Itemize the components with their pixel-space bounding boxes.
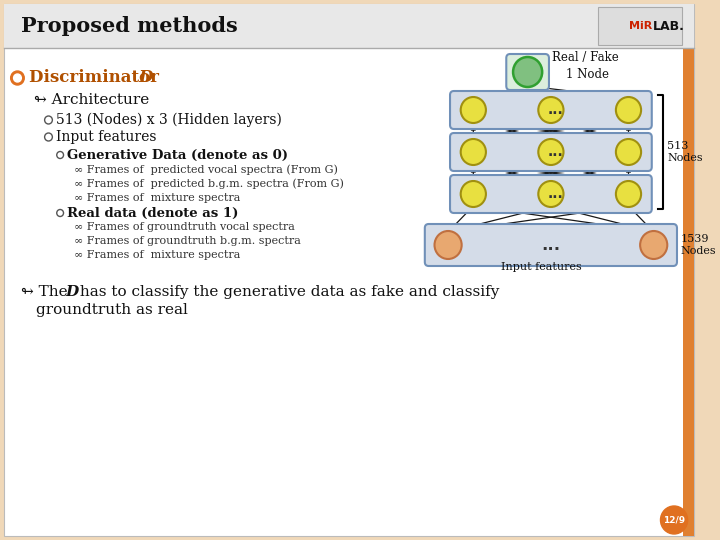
Circle shape (14, 74, 22, 82)
Text: D: D (139, 70, 153, 86)
FancyBboxPatch shape (683, 48, 695, 536)
FancyBboxPatch shape (425, 224, 677, 266)
Text: ...: ... (548, 103, 564, 117)
Circle shape (616, 139, 641, 165)
Text: ∞ Frames of groundtruth vocal spectra: ∞ Frames of groundtruth vocal spectra (73, 222, 294, 232)
Circle shape (513, 57, 542, 87)
Text: ...: ... (548, 145, 564, 159)
Circle shape (57, 152, 63, 159)
FancyBboxPatch shape (4, 4, 695, 48)
Text: ∞ Frames of  mixture spectra: ∞ Frames of mixture spectra (73, 193, 240, 203)
Text: has to classify the generative data as fake and classify: has to classify the generative data as f… (75, 285, 499, 299)
Circle shape (461, 97, 486, 123)
Text: Real data (denote as 1): Real data (denote as 1) (67, 206, 238, 219)
Text: 1 Node: 1 Node (567, 68, 609, 80)
FancyBboxPatch shape (598, 7, 682, 45)
Circle shape (660, 506, 688, 534)
Circle shape (539, 97, 564, 123)
Circle shape (616, 181, 641, 207)
Circle shape (45, 116, 53, 124)
Text: ↬ Architecture: ↬ Architecture (34, 93, 149, 107)
FancyBboxPatch shape (450, 91, 652, 129)
Circle shape (57, 210, 63, 217)
Text: ...: ... (541, 236, 560, 254)
Text: MiR: MiR (629, 21, 652, 31)
Text: groundtruth as real: groundtruth as real (36, 303, 188, 317)
Circle shape (539, 139, 564, 165)
FancyBboxPatch shape (4, 4, 695, 536)
Text: Input features: Input features (501, 262, 582, 272)
Circle shape (539, 181, 564, 207)
FancyBboxPatch shape (506, 54, 549, 90)
Circle shape (434, 231, 462, 259)
Circle shape (45, 133, 53, 141)
Text: LAB.: LAB. (653, 19, 685, 32)
Text: 1539
Nodes: 1539 Nodes (681, 234, 716, 256)
Circle shape (461, 139, 486, 165)
Text: ∞ Frames of  mixture spectra: ∞ Frames of mixture spectra (73, 250, 240, 260)
Text: D: D (65, 285, 78, 299)
Text: ∞ Frames of  predicted vocal spectra (From G): ∞ Frames of predicted vocal spectra (Fro… (73, 165, 338, 176)
Text: 513 (Nodes) x 3 (Hidden layers): 513 (Nodes) x 3 (Hidden layers) (56, 113, 282, 127)
Text: Input features: Input features (56, 130, 157, 144)
FancyBboxPatch shape (450, 133, 652, 171)
Text: ...: ... (548, 187, 564, 201)
Text: 12/9: 12/9 (663, 516, 685, 524)
Text: Proposed methods: Proposed methods (22, 16, 238, 36)
Text: 513
Nodes: 513 Nodes (667, 141, 703, 163)
Text: Real / Fake: Real / Fake (552, 51, 619, 64)
Text: ∞ Frames of groundtruth b.g.m. spectra: ∞ Frames of groundtruth b.g.m. spectra (73, 236, 300, 246)
Circle shape (640, 231, 667, 259)
Text: ↬ The: ↬ The (22, 285, 73, 299)
Text: ∞ Frames of  predicted b.g.m. spectra (From G): ∞ Frames of predicted b.g.m. spectra (Fr… (73, 179, 343, 190)
Text: Generative Data (denote as 0): Generative Data (denote as 0) (67, 148, 288, 161)
FancyBboxPatch shape (450, 175, 652, 213)
Circle shape (11, 71, 24, 85)
Text: Discriminator: Discriminator (29, 70, 165, 86)
Circle shape (616, 97, 641, 123)
Circle shape (461, 181, 486, 207)
